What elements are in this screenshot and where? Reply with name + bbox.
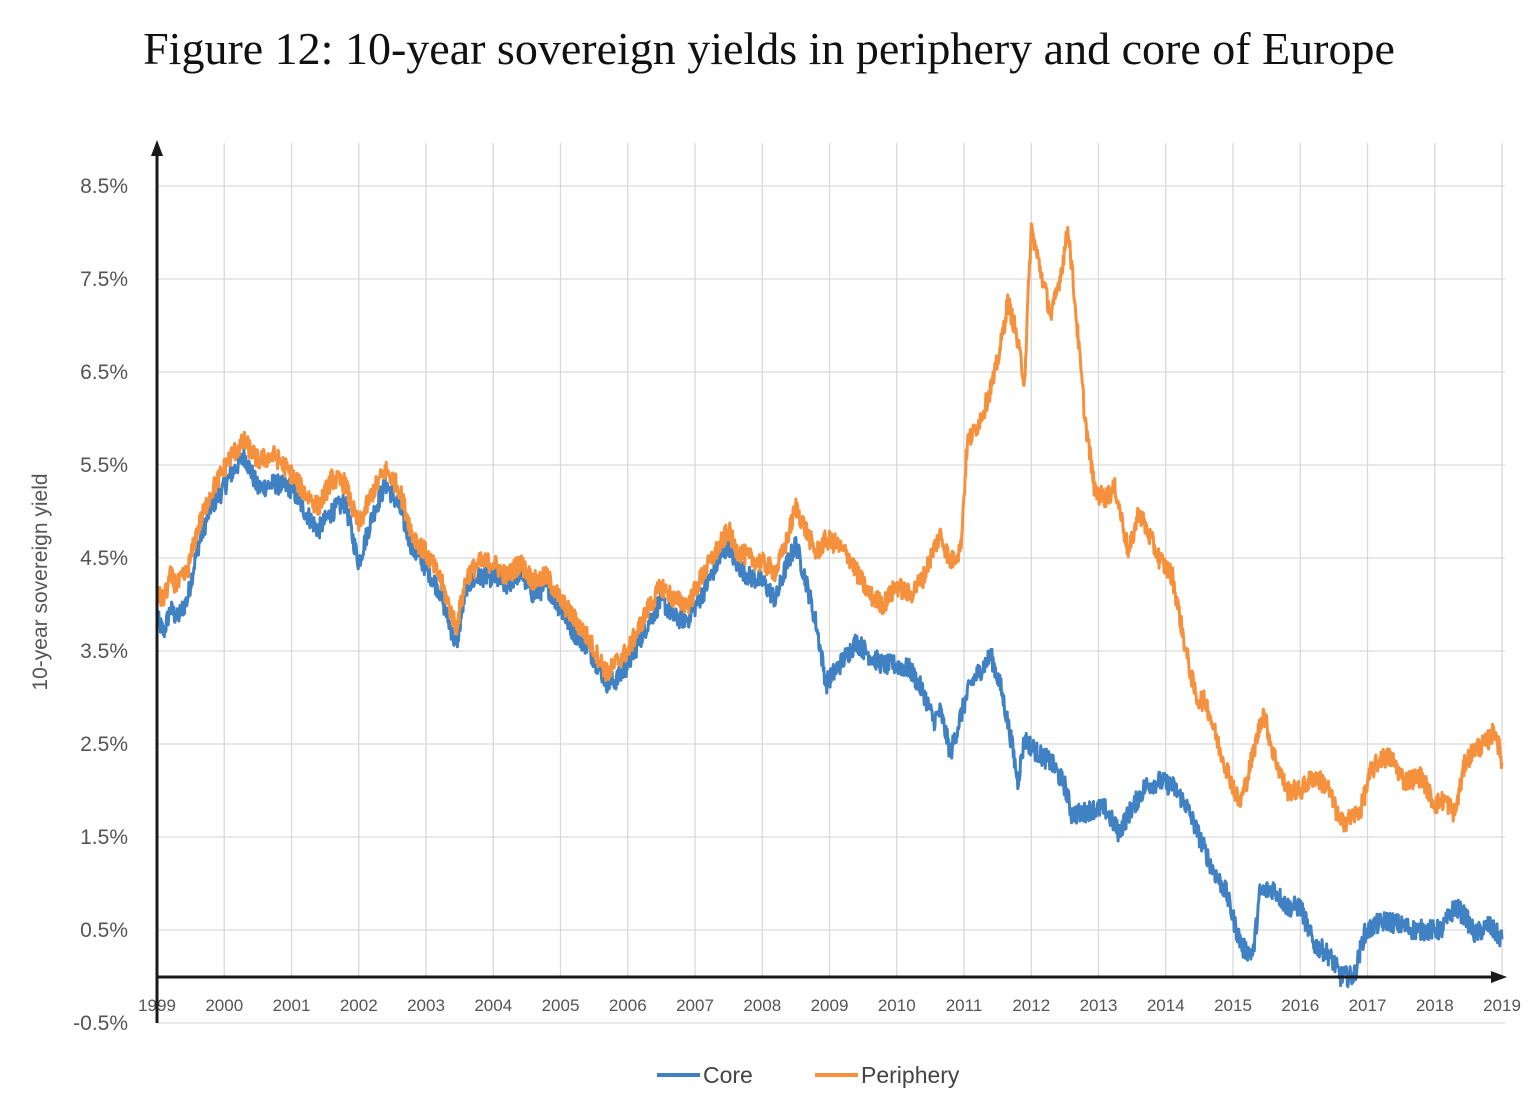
x-tick-label: 2017 xyxy=(1349,996,1387,1015)
series-line-core xyxy=(155,447,1504,989)
x-tick-label: 2006 xyxy=(609,996,647,1015)
x-tick-label: 2013 xyxy=(1080,996,1118,1015)
y-tick-label: 7.5% xyxy=(80,268,128,291)
x-tick-label: 2000 xyxy=(205,996,243,1015)
x-axis-arrow xyxy=(1491,971,1507,983)
x-tick-label: 2003 xyxy=(407,996,445,1015)
x-tick-labels: 1999200020012002200320042005200620072008… xyxy=(138,996,1521,1015)
x-tick-label: 2014 xyxy=(1147,996,1185,1015)
y-tick-label: 1.5% xyxy=(80,826,128,849)
x-tick-label: 2019 xyxy=(1483,996,1521,1015)
legend-label-periphery: Periphery xyxy=(861,1062,960,1088)
y-tick-label: 2.5% xyxy=(80,733,128,756)
x-tick-label: 2011 xyxy=(946,996,983,1015)
y-tick-label: 6.5% xyxy=(80,361,128,384)
chart-title: Figure 12: 10-year sovereign yields in p… xyxy=(143,23,1395,74)
x-tick-label: 2008 xyxy=(743,996,781,1015)
y-tick-labels: 8.5% 7.5% 6.5% 5.5% 4.5% 3.5% 2.5% 1.5% 0.5% -0.5… xyxy=(73,175,128,1035)
x-tick-label: 2016 xyxy=(1281,996,1319,1015)
x-tick-label: 2009 xyxy=(811,996,849,1015)
y-tick-label: 5.5% xyxy=(80,454,128,477)
x-tick-label: 2015 xyxy=(1214,996,1252,1015)
y-axis-arrow xyxy=(151,140,163,156)
series-line-periphery xyxy=(155,222,1504,833)
axes xyxy=(151,140,1507,1023)
x-tick-label: 2018 xyxy=(1416,996,1454,1015)
x-tick-label: 2005 xyxy=(542,996,580,1015)
y-tick-label: 3.5% xyxy=(80,640,128,663)
y-tick-label: -0.5% xyxy=(73,1012,128,1035)
x-tick-label: 2010 xyxy=(878,996,916,1015)
y-axis-label: 10-year sovereign yield xyxy=(29,473,52,690)
x-tick-label: 2007 xyxy=(676,996,714,1015)
x-tick-label: 2004 xyxy=(474,996,512,1015)
y-tick-label: 8.5% xyxy=(80,175,128,198)
series-lines xyxy=(155,222,1504,989)
x-tick-label: 2001 xyxy=(273,996,311,1015)
x-tick-label: 2012 xyxy=(1012,996,1050,1015)
y-tick-label: 0.5% xyxy=(80,919,128,942)
legend: Core Periphery xyxy=(657,1062,960,1088)
x-tick-label: 2002 xyxy=(340,996,378,1015)
y-tick-label: 4.5% xyxy=(80,547,128,570)
grid xyxy=(156,143,1505,1024)
legend-label-core: Core xyxy=(703,1062,753,1088)
